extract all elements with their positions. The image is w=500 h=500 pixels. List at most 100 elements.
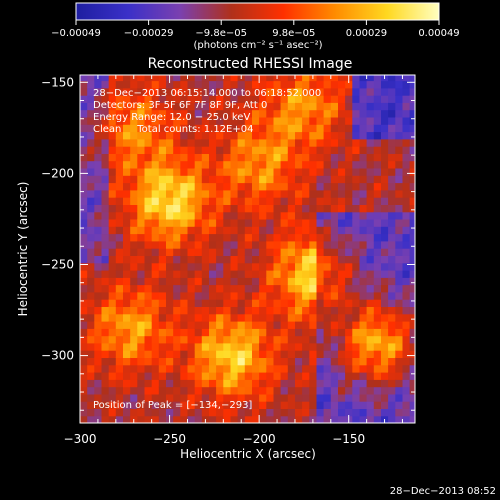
heatmap-cell xyxy=(316,182,325,191)
heatmap-cell xyxy=(108,102,117,111)
heatmap-cell xyxy=(223,211,232,220)
heatmap-cell xyxy=(345,189,353,198)
heatmap-cell xyxy=(388,328,396,337)
x-tick-label: −200 xyxy=(243,432,276,446)
heatmap-cell xyxy=(101,124,110,133)
heatmap-cell xyxy=(173,167,181,176)
heatmap-cell xyxy=(173,102,181,111)
heatmap-cell xyxy=(80,233,88,242)
x-tick-label: −150 xyxy=(332,432,365,446)
heatmap-cell xyxy=(345,226,353,235)
heatmap-cell xyxy=(123,102,131,111)
heatmap-cell xyxy=(187,102,196,111)
heatmap-cell xyxy=(244,138,253,147)
heatmap-cell xyxy=(266,350,275,358)
heatmap-cell xyxy=(87,379,95,388)
heatmap-cell xyxy=(259,160,267,169)
heatmap-cell xyxy=(216,386,224,395)
heatmap-cell xyxy=(108,146,117,154)
annotation-energy-range: Energy Range: 12.0 − 25.0 keV xyxy=(93,112,250,123)
heatmap-cell xyxy=(180,393,189,402)
heatmap-cell xyxy=(280,211,289,220)
heatmap-cell xyxy=(352,408,361,417)
heatmap-cell xyxy=(373,153,382,162)
heatmap-cell xyxy=(244,80,253,89)
heatmap-cell xyxy=(194,255,203,264)
heatmap-cell xyxy=(180,291,189,300)
heatmap-cell xyxy=(87,401,95,409)
heatmap-cell xyxy=(280,386,289,395)
heatmap-cell xyxy=(123,146,131,154)
heatmap-cell xyxy=(94,408,103,417)
heatmap-cell xyxy=(173,415,181,423)
heatmap-cell xyxy=(381,197,389,205)
heatmap-cell xyxy=(180,175,189,184)
heatmap-cell xyxy=(230,313,239,322)
heatmap-cell xyxy=(94,284,103,293)
heatmap-cell xyxy=(309,138,318,147)
heatmap-cell xyxy=(388,321,396,329)
heatmap-cell xyxy=(366,153,375,162)
heatmap-cell xyxy=(373,284,382,293)
heatmap-cell xyxy=(388,408,396,417)
heatmap-cell xyxy=(266,138,275,147)
heatmap-cell xyxy=(187,218,196,227)
heatmap-cell xyxy=(187,379,196,388)
heatmap-cell xyxy=(158,313,167,322)
heatmap-cell xyxy=(402,284,411,293)
heatmap-cell xyxy=(201,124,210,133)
heatmap-cell xyxy=(295,153,303,162)
heatmap-cell xyxy=(395,95,404,103)
heatmap-cell xyxy=(280,189,289,198)
heatmap-cell xyxy=(101,350,110,358)
heatmap-cell xyxy=(201,306,210,315)
heatmap-cell xyxy=(316,189,325,198)
heatmap-cell xyxy=(108,160,117,169)
heatmap-cell xyxy=(166,313,174,322)
heatmap-cell xyxy=(201,80,210,89)
heatmap-cell xyxy=(115,87,124,96)
heatmap-cell xyxy=(80,401,88,409)
heatmap-cell xyxy=(201,408,210,417)
heatmap-cell xyxy=(409,102,415,111)
heatmap-cell xyxy=(158,233,167,242)
heatmap-cell xyxy=(101,240,110,249)
heatmap-cell xyxy=(381,306,389,315)
heatmap-cell xyxy=(323,306,332,315)
heatmap-cell xyxy=(402,335,411,344)
heatmap-cell xyxy=(259,393,267,402)
heatmap-cell xyxy=(345,204,353,213)
heatmap-cell xyxy=(388,350,396,358)
heatmap-cell xyxy=(137,240,146,249)
heatmap-cell xyxy=(366,138,375,147)
heatmap-cell xyxy=(381,270,389,278)
heatmap-cell xyxy=(266,102,275,111)
heatmap-cell xyxy=(395,415,404,423)
heatmap-cell xyxy=(173,211,181,220)
heatmap-cell xyxy=(302,153,310,162)
heatmap-cell xyxy=(244,379,253,388)
heatmap-cell xyxy=(216,175,224,184)
heatmap-cell xyxy=(144,80,153,89)
heatmap-cell xyxy=(194,415,203,423)
heatmap-cell xyxy=(373,372,382,380)
heatmap-cell xyxy=(309,95,318,103)
heatmap-cell xyxy=(144,109,153,118)
heatmap-cell xyxy=(388,277,396,286)
heatmap-cell xyxy=(180,415,189,423)
heatmap-cell xyxy=(295,87,303,96)
heatmap-cell xyxy=(287,386,296,395)
heatmap-cell xyxy=(123,262,131,271)
heatmap-cell xyxy=(166,255,174,264)
heatmap-cell xyxy=(137,204,146,213)
heatmap-cell xyxy=(373,379,382,388)
heatmap-cell xyxy=(137,116,146,125)
heatmap-cell xyxy=(373,415,382,423)
heatmap-cell xyxy=(94,175,103,184)
heatmap-cell xyxy=(266,116,275,125)
heatmap-cell xyxy=(338,218,346,227)
heatmap-cell xyxy=(237,321,246,329)
heatmap-cell xyxy=(395,146,404,154)
heatmap-cell xyxy=(209,167,217,176)
heatmap-cell xyxy=(295,284,303,293)
